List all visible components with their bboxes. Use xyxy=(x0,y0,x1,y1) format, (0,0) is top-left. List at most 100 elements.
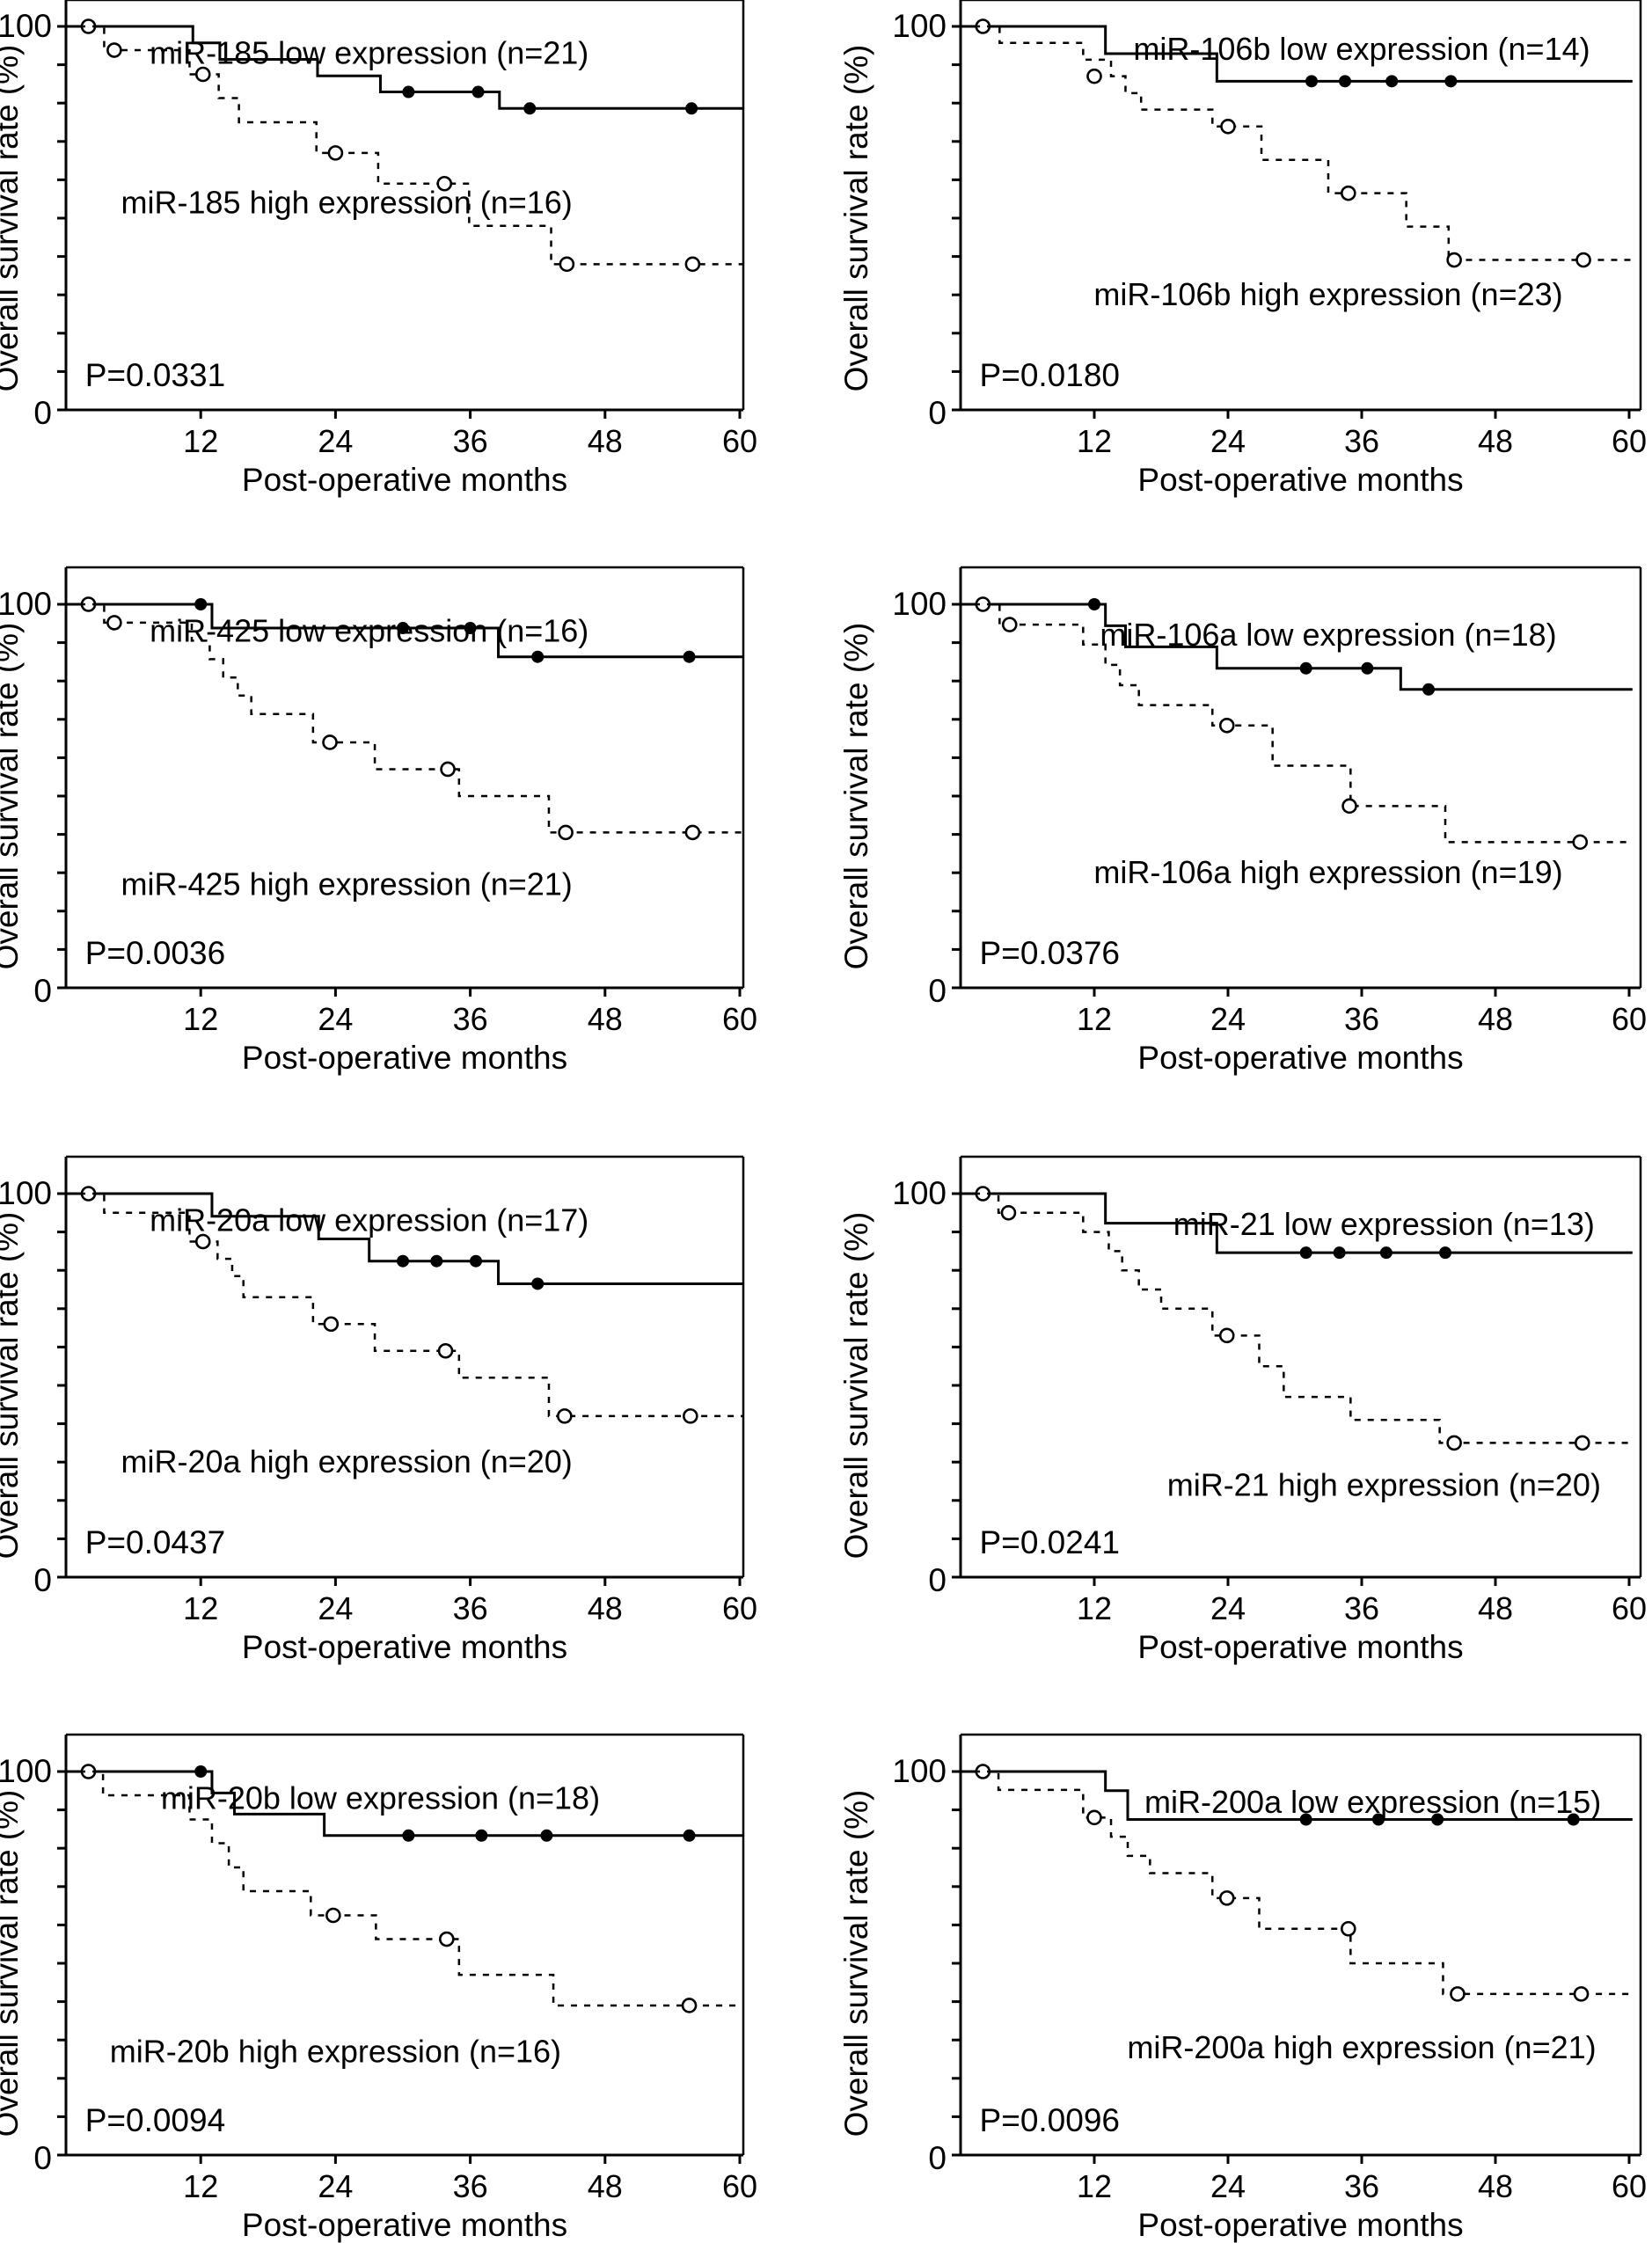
x-tick-label: 24 xyxy=(318,1590,353,1626)
panel-miR-20a: 12 24 36 48 60 100 0 Post-operative months Overa… xyxy=(0,1122,826,1684)
x-tick-label: 36 xyxy=(1344,2168,1379,2204)
x-tick-label: 12 xyxy=(183,1590,218,1626)
censor-mark-filled xyxy=(402,1829,415,1842)
censor-mark-open xyxy=(1573,1986,1590,2002)
x-tick-label: 48 xyxy=(588,2168,623,2204)
censor-mark-filled xyxy=(194,1765,208,1778)
censor-mark-open xyxy=(323,1316,340,1333)
x-tick-label: 48 xyxy=(1478,1001,1513,1037)
survival-plot-miR-20a: 12 24 36 48 60 100 0 Post-operative months Overa… xyxy=(0,1155,757,1665)
low-series-label: miR-200a low expression (n=15) xyxy=(1144,1784,1601,1820)
low-expression-curve xyxy=(961,1770,1633,1821)
x-tick-label: 48 xyxy=(588,1590,623,1626)
censor-mark-open xyxy=(1341,798,1357,815)
y-tick-label-0: 0 xyxy=(928,2140,947,2176)
censor-mark-open xyxy=(1340,185,1356,201)
high-expression-curve xyxy=(961,1192,1633,1444)
x-axis-title: Post-operative months xyxy=(1137,1629,1463,1665)
censor-mark-open xyxy=(440,761,456,778)
x-tick-label: 12 xyxy=(1077,1590,1112,1626)
censor-mark-open xyxy=(436,175,453,192)
y-tick-label-0: 0 xyxy=(33,395,52,431)
low-expression-curve xyxy=(66,25,743,110)
x-tick-label: 12 xyxy=(1077,1001,1112,1037)
censor-mark-filled xyxy=(1567,1813,1580,1826)
p-value-label: P=0.0331 xyxy=(85,357,225,393)
x-tick-label: 24 xyxy=(1210,1590,1246,1626)
x-tick-label: 24 xyxy=(318,2168,353,2204)
censor-mark-filled xyxy=(1444,75,1458,88)
p-value-label: P=0.0096 xyxy=(980,2102,1120,2138)
censor-mark-filled xyxy=(1431,1813,1444,1826)
low-series-label: miR-106a low expression (n=18) xyxy=(1100,617,1556,653)
censor-mark-open xyxy=(681,1998,698,2013)
censor-mark-open xyxy=(194,66,211,83)
p-value-label: P=0.0036 xyxy=(85,935,225,971)
censor-mark-filled xyxy=(1422,683,1435,696)
x-axis-title: Post-operative months xyxy=(1137,462,1463,498)
censor-mark-filled xyxy=(475,1829,488,1842)
censor-mark-open xyxy=(438,1931,455,1947)
x-tick-label: 60 xyxy=(722,1590,757,1626)
y-tick-label-100: 100 xyxy=(892,1175,947,1211)
censor-mark-open xyxy=(1218,717,1235,734)
y-tick-label-0: 0 xyxy=(33,1562,52,1598)
x-tick-label: 48 xyxy=(1478,423,1513,459)
y-tick-label-0: 0 xyxy=(928,1562,947,1598)
y-axis-title: Overall survival rate (%) xyxy=(838,45,874,392)
p-value-label: P=0.0094 xyxy=(85,2102,225,2138)
low-series-label: miR-20a low expression (n=17) xyxy=(150,1202,588,1238)
x-axis-title: Post-operative months xyxy=(1137,1040,1463,1076)
censor-mark-open xyxy=(106,42,122,58)
high-series-label: miR-106a high expression (n=19) xyxy=(1093,854,1562,890)
survival-plot-miR-20b: 12 24 36 48 60 100 0 Post-operative months Overa… xyxy=(0,1733,757,2243)
y-axis-title: Overall survival rate (%) xyxy=(838,1790,874,2137)
low-series-label: miR-185 low expression (n=21) xyxy=(150,35,588,71)
x-axis-title: Post-operative months xyxy=(1137,2207,1463,2243)
censor-mark-open xyxy=(1218,1890,1235,1906)
survival-plot-miR-106a: 12 24 36 48 60 100 0 Post-operative months Overa… xyxy=(838,566,1647,1076)
high-series-label: miR-21 high expression (n=20) xyxy=(1167,1466,1601,1502)
censor-mark-open xyxy=(557,1408,573,1424)
x-tick-label: 36 xyxy=(1344,1590,1379,1626)
x-tick-label: 48 xyxy=(588,1001,623,1037)
censor-mark-open xyxy=(1446,252,1462,268)
censor-mark-open xyxy=(1572,834,1589,851)
censor-mark-filled xyxy=(402,85,415,99)
x-tick-label: 24 xyxy=(318,1001,353,1037)
censor-mark-open xyxy=(1086,1809,1102,1826)
low-expression-curve xyxy=(961,1192,1633,1254)
x-tick-label: 48 xyxy=(588,423,623,459)
low-expression-curve xyxy=(961,603,1633,691)
censor-mark-open xyxy=(325,1907,341,1924)
low-series-label: miR-425 low expression (n=16) xyxy=(150,613,588,649)
x-axis-title: Post-operative months xyxy=(242,1629,567,1665)
panel-miR-425: 12 24 36 48 60 100 0 Post-operative months Overa… xyxy=(0,563,826,1122)
y-tick-label-100: 100 xyxy=(892,586,947,622)
high-expression-curve xyxy=(66,25,743,266)
survival-plot-miR-106b: 12 24 36 48 60 100 0 Post-operative months Overa… xyxy=(838,0,1647,498)
censor-mark-filled xyxy=(1361,661,1374,675)
censor-mark-filled xyxy=(1439,1246,1451,1260)
x-tick-label: 12 xyxy=(1077,2168,1112,2204)
high-series-label: miR-20b high expression (n=16) xyxy=(110,2033,561,2069)
y-axis-title: Overall survival rate (%) xyxy=(0,1790,25,2137)
censor-mark-filled xyxy=(683,1829,696,1842)
high-expression-curve xyxy=(961,1770,1633,1996)
x-tick-label: 24 xyxy=(1210,423,1246,459)
x-tick-label: 60 xyxy=(1612,1001,1647,1037)
high-series-label: miR-425 high expression (n=21) xyxy=(121,866,573,902)
x-tick-label: 24 xyxy=(318,423,353,459)
x-tick-label: 60 xyxy=(722,423,757,459)
x-tick-label: 60 xyxy=(1612,423,1647,459)
p-value-label: P=0.0180 xyxy=(980,357,1120,393)
x-tick-label: 12 xyxy=(183,2168,218,2204)
x-tick-label: 36 xyxy=(1344,1001,1379,1037)
censor-mark-open xyxy=(1574,1435,1590,1451)
y-tick-label-0: 0 xyxy=(33,973,52,1009)
censor-mark-open xyxy=(194,1233,211,1250)
censor-mark-filled xyxy=(464,622,477,635)
y-tick-label-100: 100 xyxy=(0,586,52,622)
x-tick-label: 60 xyxy=(722,2168,757,2204)
